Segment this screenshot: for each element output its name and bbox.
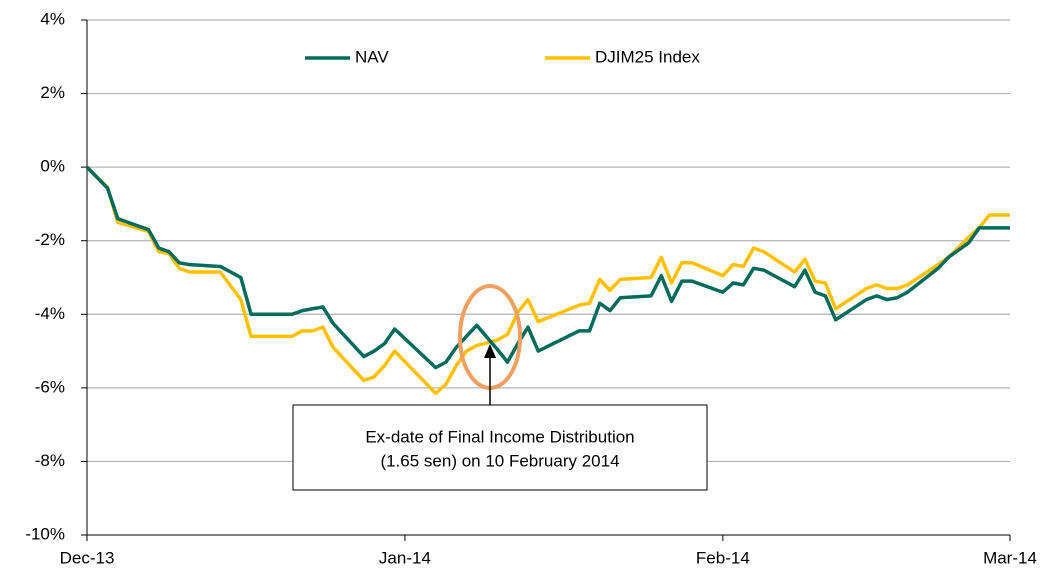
- x-tick-label: Jan-14: [379, 548, 431, 567]
- arrow-head: [484, 344, 496, 358]
- series-line: [85, 165, 1010, 396]
- x-tick-label: Mar-14: [983, 548, 1037, 567]
- annotation-text: Ex-date of Final Income Distribution: [365, 427, 634, 446]
- legend-label: NAV: [355, 47, 389, 66]
- annotation-box: [292, 404, 708, 491]
- y-tick-label: -10%: [25, 524, 65, 543]
- y-tick-label: 0%: [40, 157, 65, 176]
- x-tick-label: Dec-13: [60, 548, 115, 567]
- annotation-text: (1.65 sen) on 10 February 2014: [380, 451, 619, 470]
- y-tick-label: -2%: [35, 230, 65, 249]
- y-tick-label: 4%: [40, 9, 65, 28]
- y-tick-label: -4%: [35, 304, 65, 323]
- series-line: [85, 165, 1010, 370]
- y-tick-label: -6%: [35, 377, 65, 396]
- y-tick-label: -8%: [35, 451, 65, 470]
- legend-label: DJIM25 Index: [595, 47, 700, 66]
- x-tick-label: Feb-14: [696, 548, 750, 567]
- y-tick-label: 2%: [40, 83, 65, 102]
